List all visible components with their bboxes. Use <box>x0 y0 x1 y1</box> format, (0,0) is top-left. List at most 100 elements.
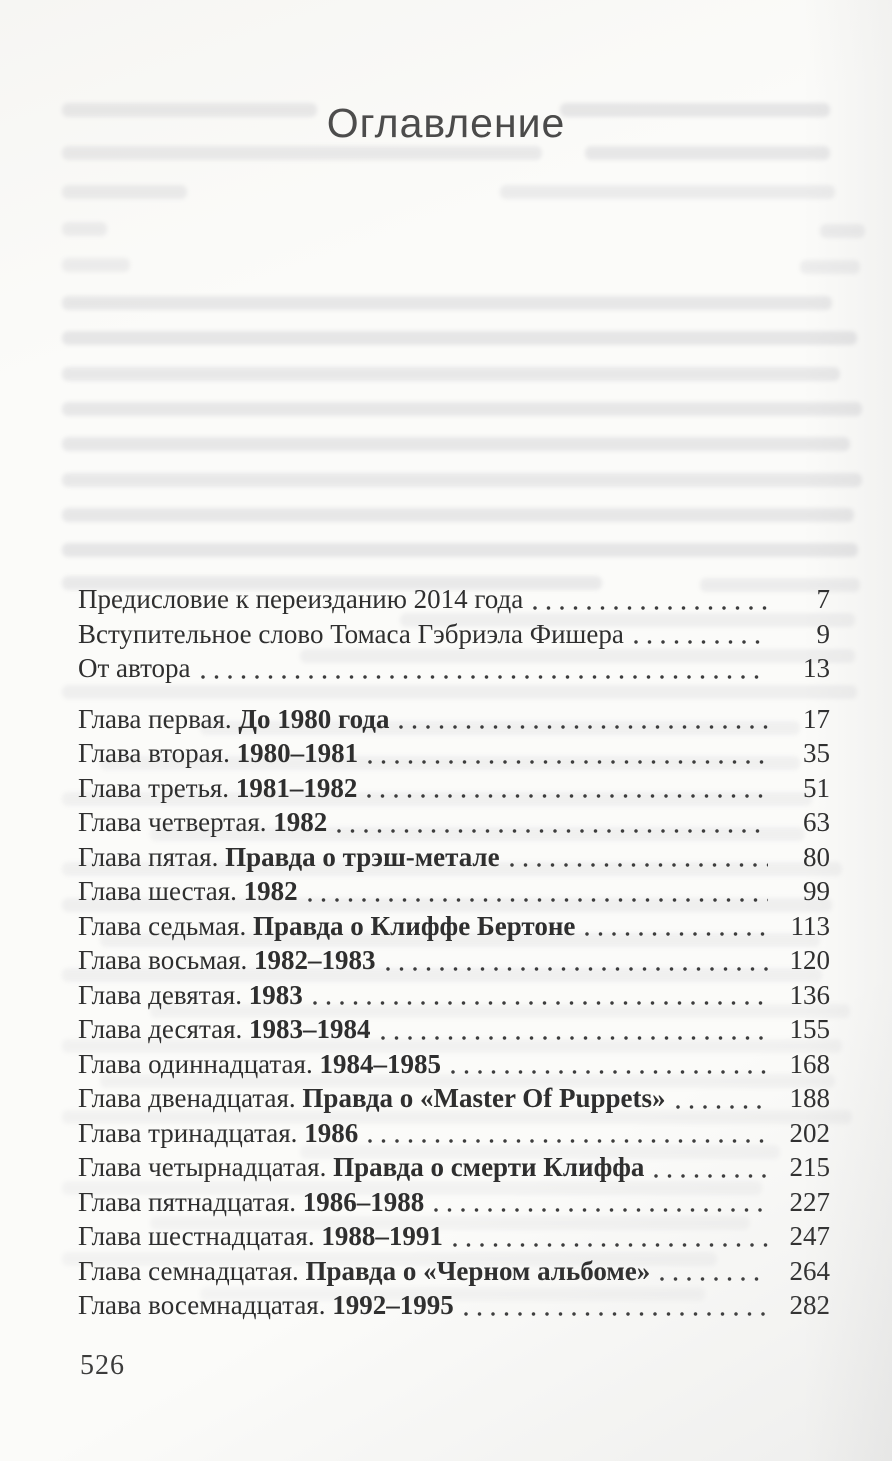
chapter-title: 1982–1983 <box>254 945 376 975</box>
chapter-number: Глава одиннадцатая. <box>78 1048 313 1079</box>
toc-entry: Вступительное слово Томаса Гэбриэла Фише… <box>78 617 830 652</box>
toc-entry: Глава третья. 1981–1982 51 <box>78 771 830 806</box>
toc-entry: Глава тринадцатая. 1986 202 <box>78 1116 830 1151</box>
chapter-title: 1986 <box>304 1117 359 1148</box>
toc-entry-label: Глава шестая. 1982 <box>78 874 298 909</box>
dot-leader <box>624 617 784 652</box>
dot-leader <box>443 1219 784 1254</box>
dot-leader <box>371 1012 785 1047</box>
chapter-number: Глава четырнадцатая. <box>78 1152 327 1182</box>
chapter-title: 1982 <box>243 876 298 906</box>
toc-page-number: 17 <box>803 703 830 734</box>
table-of-contents: Предисловие к переизданию 2014 года 7 Всту… <box>78 582 830 1323</box>
toc-page-number: 7 <box>816 584 831 614</box>
dot-leader <box>376 943 784 978</box>
dot-leader <box>644 1150 784 1185</box>
dot-leader <box>191 651 784 686</box>
dot-leader <box>454 1288 784 1323</box>
chapter-title: Правда о смерти Клиффа <box>333 1152 645 1182</box>
chapter-number: Глава шестая. <box>78 876 237 906</box>
chapter-number: Глава девятая. <box>78 979 242 1010</box>
toc-entry: Глава двенадцатая. Правда о «Master Of P… <box>78 1081 830 1116</box>
chapter-number: Глава первая. <box>78 703 232 734</box>
toc-page-number: 80 <box>803 841 830 872</box>
toc-entry-label: Глава двенадцатая. Правда о «Master Of P… <box>78 1081 666 1116</box>
chapter-number: Глава пятнадцатая. <box>78 1186 297 1217</box>
dot-leader <box>500 840 784 875</box>
toc-entry-label: Глава четырнадцатая. Правда о смерти Кли… <box>78 1150 644 1185</box>
toc-entry-label: Глава шестнадцатая. 1988–1991 <box>78 1219 443 1254</box>
toc-entry: От автора 13 <box>78 651 830 686</box>
toc-entry: Глава шестнадцатая. 1988–1991 247 <box>78 1219 830 1254</box>
chapter-number: Глава тринадцатая. <box>78 1117 298 1148</box>
toc-page-number: 13 <box>803 653 830 683</box>
toc-page-number: 155 <box>789 1014 831 1044</box>
toc-entry-label: Глава пятнадцатая. 1986–1988 <box>78 1185 424 1220</box>
toc-entry: Глава девятая. 1983 136 <box>78 978 830 1013</box>
dot-leader <box>358 1116 784 1151</box>
toc-page-number: 202 <box>789 1117 831 1148</box>
toc-page-number: 282 <box>789 1290 831 1320</box>
toc-entry-label: Вступительное слово Томаса Гэбриэла Фише… <box>78 618 624 649</box>
page-title: Оглавление <box>326 100 566 146</box>
dot-leader <box>666 1081 785 1116</box>
dot-leader <box>389 702 784 737</box>
toc-entry-label: Глава пятая. Правда о трэш-метале <box>78 840 500 875</box>
toc-entry: Глава восемнадцатая. 1992–1995 282 <box>78 1288 830 1323</box>
chapter-number: Глава седьмая. <box>78 910 247 941</box>
chapter-number: Глава пятая. <box>78 841 219 872</box>
toc-entry: Глава четырнадцатая. Правда о смерти Кли… <box>78 1150 830 1185</box>
chapter-number: Глава вторая. <box>78 738 230 768</box>
toc-page-number: 264 <box>789 1255 831 1286</box>
toc-entry: Глава восьмая. 1982–1983 120 <box>78 943 830 978</box>
chapter-number: Глава десятая. <box>78 1014 243 1044</box>
toc-entry-label: От автора <box>78 653 191 683</box>
chapter-title: 1983 <box>248 979 303 1010</box>
chapter-title: 1984–1985 <box>319 1048 441 1079</box>
toc-entry-label: Глава седьмая. Правда о Клиффе Бертоне <box>78 909 575 944</box>
chapter-number: Глава семнадцатая. <box>78 1255 299 1286</box>
toc-entry-label: Глава третья. 1981–1982 <box>78 771 357 806</box>
toc-page-number: 9 <box>816 618 831 649</box>
toc-entry-label: Глава первая. До 1980 года <box>78 702 389 737</box>
toc-page-number: 99 <box>803 876 830 906</box>
dot-leader <box>523 582 784 617</box>
toc-page-number: 120 <box>789 945 831 975</box>
toc-entry: Глава седьмая. Правда о Клиффе Бертоне 11… <box>78 909 830 944</box>
toc-page-number: 35 <box>803 738 830 768</box>
folio-page-number: 526 <box>80 1350 125 1381</box>
toc-entry-label: Глава вторая. 1980–1981 <box>78 736 358 771</box>
toc-entry: Глава десятая. 1983–1984 155 <box>78 1012 830 1047</box>
toc-entry: Глава семнадцатая. Правда о «Черном альб… <box>78 1254 830 1289</box>
chapter-title: 1983–1984 <box>249 1014 371 1044</box>
toc-entry-label: Глава тринадцатая. 1986 <box>78 1116 358 1151</box>
toc-entry: Глава четвертая. 1982 63 <box>78 805 830 840</box>
chapter-title: Правда о трэш-метале <box>225 841 500 872</box>
toc-entry: Глава шестая. 1982 99 <box>78 874 830 909</box>
toc-page-number: 227 <box>789 1186 831 1217</box>
toc-entry-label: Глава десятая. 1983–1984 <box>78 1012 371 1047</box>
toc-entry: Глава одиннадцатая. 1984–1985 168 <box>78 1047 830 1082</box>
toc-entry-label: Глава восемнадцатая. 1992–1995 <box>78 1288 454 1323</box>
toc-page-number: 136 <box>789 979 831 1010</box>
chapter-title: 1981–1982 <box>235 772 358 803</box>
dot-leader <box>441 1047 784 1082</box>
dot-leader <box>303 978 784 1013</box>
toc-page-number: 215 <box>789 1152 831 1182</box>
chapter-number: Глава восемнадцатая. <box>78 1290 326 1320</box>
toc-page-number: 247 <box>789 1221 831 1251</box>
dot-leader <box>650 1254 784 1289</box>
chapter-title: 1986–1988 <box>302 1186 425 1217</box>
chapter-title: 1988–1991 <box>321 1221 443 1251</box>
toc-entry: Глава первая. До 1980 года 17 <box>78 702 830 737</box>
toc-entry: Предисловие к переизданию 2014 года 7 <box>78 582 830 617</box>
toc-entry: Глава пятая. Правда о трэш-метале 80 <box>78 840 830 875</box>
dot-leader <box>357 771 784 806</box>
chapter-title: 1980–1981 <box>236 738 359 768</box>
chapter-title: До 1980 года <box>238 703 390 734</box>
chapter-title: 1982 <box>273 807 328 837</box>
chapter-title: Правда о «Master Of Puppets» <box>302 1083 666 1113</box>
dot-leader <box>358 736 784 771</box>
